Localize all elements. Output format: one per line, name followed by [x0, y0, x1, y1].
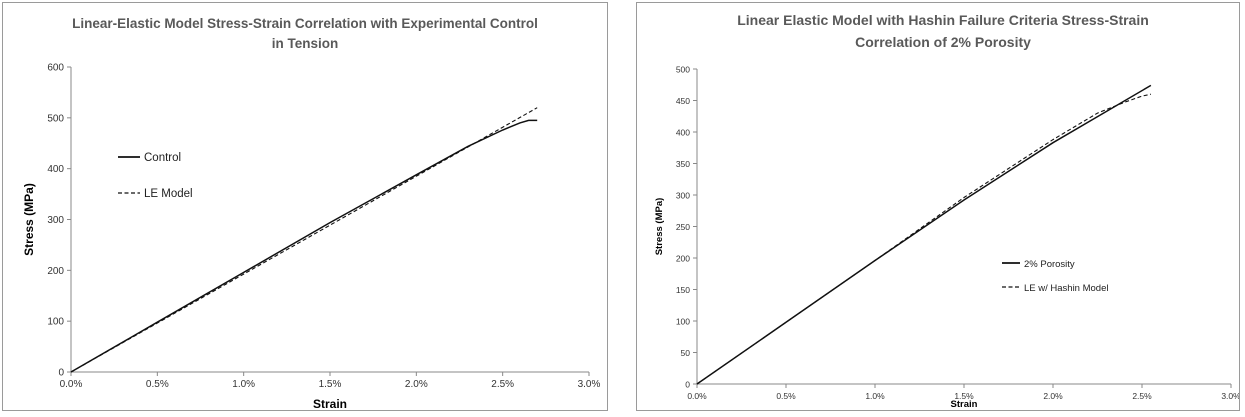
legend-label-2: LE w/ Hashin Model — [1024, 283, 1108, 294]
series-line-2 — [696, 93, 1152, 385]
x-tick-label: 2.0% — [405, 379, 428, 390]
x-tick-label: 3.0% — [578, 379, 601, 390]
series-line-2 — [70, 107, 538, 373]
chart-title-line-2: in Tension — [272, 36, 339, 51]
chart-panel-hashin-porosity: Linear Elastic Model with Hashin Failure… — [636, 2, 1240, 411]
x-tick-label: 2.5% — [491, 379, 514, 390]
x-tick-label: 1.0% — [232, 379, 255, 390]
chart-title-line-2: Correlation of 2% Porosity — [855, 34, 1031, 50]
y-tick-label: 300 — [47, 215, 64, 226]
y-tick-label: 400 — [47, 164, 64, 175]
y-axis-label: Stress (MPa) — [22, 183, 36, 256]
legend-label-2: LE Model — [144, 188, 193, 200]
series-line-1 — [70, 119, 538, 373]
y-tick-label: 200 — [47, 266, 64, 277]
x-tick-label: 1.0% — [865, 391, 885, 401]
x-tick-label: 0.5% — [146, 379, 169, 390]
y-tick-label: 450 — [676, 96, 690, 106]
chart-title-line-1: Linear Elastic Model with Hashin Failure… — [737, 12, 1149, 28]
y-tick-label: 100 — [676, 317, 690, 327]
y-tick-label: 500 — [47, 113, 64, 124]
y-axis-label: Stress (MPa) — [654, 198, 665, 256]
stress-strain-chart-hashin: Linear Elastic Model with Hashin Failure… — [654, 12, 1239, 410]
chart-panel-tension-control: Linear-Elastic Model Stress-Strain Corre… — [2, 2, 608, 411]
y-tick-label: 50 — [681, 348, 691, 358]
x-tick-label: 2.0% — [1043, 391, 1063, 401]
x-axis-label: Strain — [951, 399, 978, 410]
y-tick-label: 500 — [676, 65, 690, 75]
y-tick-label: 250 — [676, 222, 690, 232]
x-tick-label: 2.5% — [1132, 391, 1152, 401]
y-tick-label: 100 — [47, 317, 64, 328]
series-line-1 — [696, 84, 1152, 385]
legend-label-1: Control — [144, 152, 181, 164]
y-tick-label: 0 — [58, 368, 64, 379]
y-tick-label: 350 — [676, 159, 690, 169]
x-tick-label: 0.5% — [776, 391, 796, 401]
x-axis-label: Strain — [313, 397, 347, 410]
x-tick-label: 0.0% — [60, 379, 83, 390]
y-tick-label: 150 — [676, 285, 690, 295]
x-tick-label: 1.5% — [319, 379, 342, 390]
legend-label-1: 2% Porosity — [1024, 259, 1075, 270]
y-tick-label: 300 — [676, 191, 690, 201]
y-tick-label: 600 — [47, 63, 64, 74]
x-tick-label: 1.5% — [954, 391, 974, 401]
stress-strain-chart-tension: Linear-Elastic Model Stress-Strain Corre… — [22, 16, 601, 410]
x-tick-label: 3.0% — [1221, 391, 1239, 401]
chart-title-line-1: Linear-Elastic Model Stress-Strain Corre… — [72, 16, 538, 31]
y-tick-label: 400 — [676, 128, 690, 138]
y-tick-label: 0 — [685, 380, 690, 390]
x-tick-label: 0.0% — [687, 391, 707, 401]
y-tick-label: 200 — [676, 254, 690, 264]
